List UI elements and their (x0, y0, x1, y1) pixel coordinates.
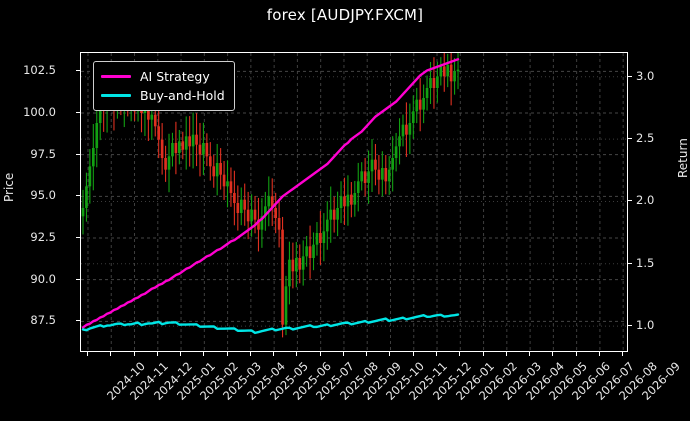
grid-lines (81, 53, 627, 351)
y2-axis-tick-mark (628, 262, 632, 264)
y-axis-tick-mark (76, 320, 80, 322)
legend-label-ai-strategy: AI Strategy (140, 69, 210, 84)
y-axis-tick-label: 97.5 (30, 146, 56, 161)
y2-axis-label: Return (676, 138, 690, 178)
x-axis-tick-mark (86, 352, 88, 356)
x-axis-tick-mark (249, 352, 251, 356)
x-axis-tick-mark (529, 352, 531, 356)
data-series-layer (81, 53, 460, 338)
y2-axis-tick-label: 2.5 (636, 131, 655, 146)
y-axis-tick-label: 100.0 (23, 105, 56, 119)
y-axis-tick-mark (76, 70, 80, 72)
y2-axis-tick-label: 1.5 (636, 255, 655, 270)
y-axis-tick-label: 102.5 (23, 63, 56, 78)
x-axis-tick-mark (552, 352, 554, 356)
legend-swatch-buy-and-hold (101, 94, 131, 97)
x-axis-tick-mark (436, 352, 438, 356)
chart-title: forex [AUDJPY.FXCM] (266, 6, 424, 24)
y-axis-tick-label: 95.0 (30, 188, 56, 203)
y2-axis-tick-mark (628, 325, 632, 327)
x-axis-tick-mark (366, 352, 368, 356)
x-axis-tick-mark (273, 352, 275, 356)
x-axis-tick-mark (622, 352, 624, 356)
x-axis-tick-mark (575, 352, 577, 356)
y-axis-tick-label: 90.0 (30, 271, 56, 286)
y-axis-label: Price (2, 172, 16, 202)
x-axis-tick-mark (342, 352, 344, 356)
x-axis-tick-mark (133, 352, 135, 356)
chart-legend[interactable]: AI Strategy Buy-and-Hold (93, 61, 235, 111)
legend-swatch-ai-strategy (101, 75, 131, 78)
x-axis-tick-mark (459, 352, 461, 356)
y2-axis-tick-mark (628, 75, 632, 77)
y2-axis-tick-mark (628, 138, 632, 140)
x-axis-tick-mark (156, 352, 158, 356)
x-axis-tick-mark (319, 352, 321, 356)
legend-item-ai-strategy[interactable]: AI Strategy (101, 67, 225, 86)
y-axis-tick-mark (76, 237, 80, 238)
x-axis-tick-mark (598, 352, 600, 356)
plot-area: AI Strategy Buy-and-Hold (80, 52, 628, 352)
y-axis-tick-mark (76, 112, 80, 113)
x-axis-tick-mark (505, 352, 507, 356)
x-axis-tick-mark (180, 352, 182, 356)
x-axis-tick-mark (389, 352, 391, 356)
x-axis-tick-mark (296, 352, 298, 356)
x-axis-tick-mark (203, 352, 205, 356)
y2-axis-tick-label: 3.0 (636, 68, 655, 83)
legend-label-buy-and-hold: Buy-and-Hold (140, 88, 225, 103)
y-axis-tick-mark (76, 278, 80, 280)
y2-axis-tick-label: 2.0 (636, 193, 655, 208)
x-axis-tick-mark (482, 352, 484, 356)
x-axis-tick-mark (110, 352, 112, 356)
x-axis-tick-mark (226, 352, 228, 356)
y2-axis-tick-label: 1.0 (636, 318, 655, 333)
x-axis-tick-mark (412, 352, 414, 356)
y2-axis-tick-mark (628, 200, 632, 202)
y-axis-tick-label: 92.5 (30, 230, 56, 244)
y-axis-tick-mark (76, 153, 80, 155)
legend-item-buy-and-hold[interactable]: Buy-and-Hold (101, 86, 225, 105)
y-axis-tick-label: 87.5 (30, 313, 56, 328)
y-axis-tick-mark (76, 195, 80, 197)
